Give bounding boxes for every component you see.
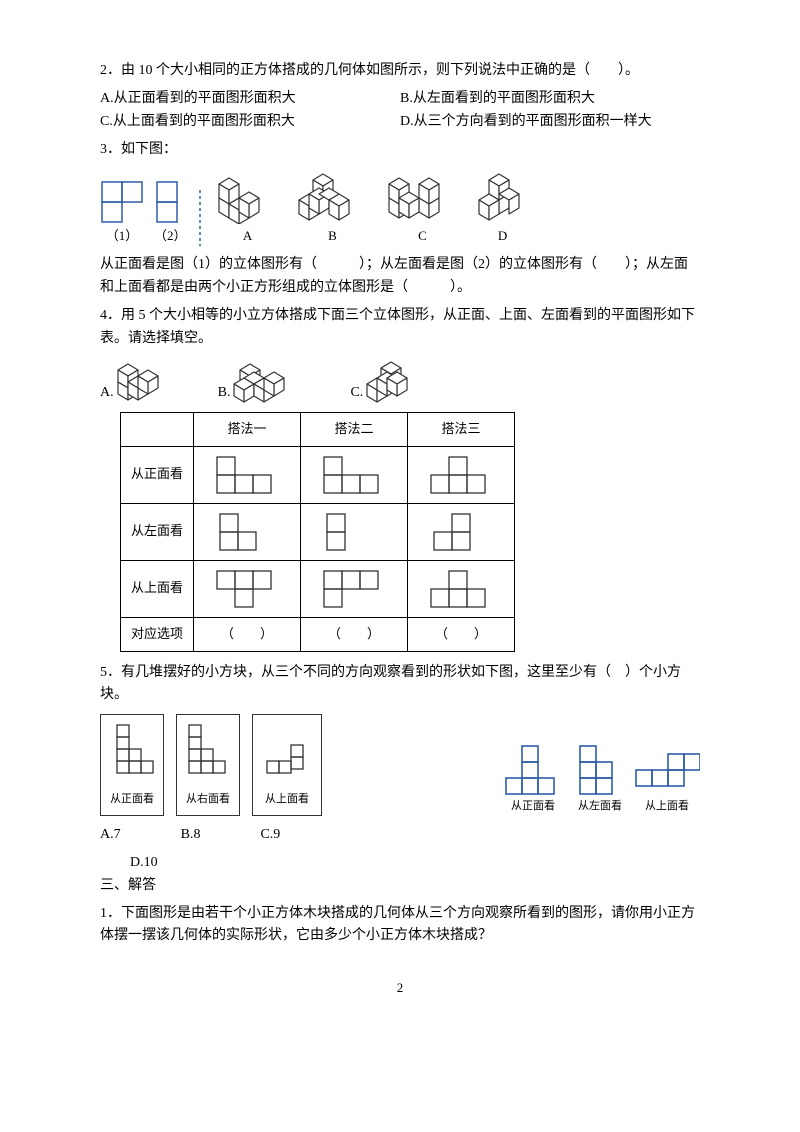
q5-v2-lbl: 从右面看: [185, 791, 231, 809]
q2-C: C.从上面看到的平面图形面积大: [100, 111, 400, 133]
q4-blank-2: （ ）: [301, 617, 408, 651]
q4-front-1: [194, 446, 301, 503]
q4-left-1: [194, 503, 301, 560]
q2-text: 2．由 10 个大小相同的正方体搭成的几何体如图所示，则下列说法中正确的是（ ）…: [100, 60, 700, 82]
q3-intro: 3．如下图：: [100, 139, 700, 161]
q4-blank-3: （ ）: [408, 617, 515, 651]
q3-separator: [197, 190, 203, 246]
q3-figA: A: [213, 170, 283, 247]
q5-rv2: 从左面看: [572, 742, 628, 816]
q3-lines: 从正面看是图（1）的立体图形有（ ）；从左面看是图（2）的立体图形有（ ）；从左…: [100, 254, 700, 299]
sec3-title: 三、解答: [100, 875, 700, 897]
q3-fig1: （1）: [100, 180, 144, 247]
q5-choices: A.7 B.8 C.9: [100, 824, 700, 846]
q4-front-3: [408, 446, 515, 503]
q5-A: A.7: [100, 824, 121, 846]
q4-table: 搭法一 搭法二 搭法三 从正面看 从左面看: [120, 412, 515, 652]
q4-h1: 搭法一: [194, 412, 301, 446]
q3-lbl2: （2）: [154, 226, 187, 247]
q3-figC: C: [383, 170, 463, 247]
q4-left-2: [301, 503, 408, 560]
q5-v1: 从正面看: [100, 714, 164, 816]
q5-rv2-lbl: 从左面看: [572, 798, 628, 816]
q3-lblC: C: [383, 226, 463, 247]
q4-r2: 从左面看: [121, 503, 194, 560]
q3-figD: D: [473, 170, 533, 247]
q3-lblB: B: [293, 226, 373, 247]
q4-top-1: [194, 560, 301, 617]
page-number: 2: [100, 978, 700, 999]
q4-figrow: A. B. C.: [100, 358, 700, 404]
q5-v1-lbl: 从正面看: [109, 791, 155, 809]
q4-C: C.: [350, 358, 433, 404]
q4-h3: 搭法三: [408, 412, 515, 446]
q5-text: 5．有几堆摆好的小方块，从三个不同的方向观察看到的形状如下图，这里至少有（ ）个…: [100, 662, 700, 707]
q4-B-label: B.: [218, 382, 231, 404]
q3-fig2: （2）: [154, 180, 187, 247]
q5-v3: 从上面看: [252, 714, 322, 816]
q4-r1: 从正面看: [121, 446, 194, 503]
q4-top-2: [301, 560, 408, 617]
q5-rv3-lbl: 从上面看: [634, 798, 700, 816]
q5-v2: 从右面看: [176, 714, 240, 816]
q2-A: A.从正面看到的平面图形面积大: [100, 88, 400, 110]
q4-h0: [121, 412, 194, 446]
q5-rv1-lbl: 从正面看: [500, 798, 566, 816]
q4-blank-1: （ ）: [194, 617, 301, 651]
q5-B: B.8: [181, 824, 201, 846]
q4-r4: 对应选项: [121, 617, 194, 651]
q4-front-2: [301, 446, 408, 503]
q5-rv3: 从上面看: [634, 742, 700, 816]
q3-figB: B: [293, 170, 373, 247]
q2-B: B.从左面看到的平面图形面积大: [400, 88, 700, 110]
q5-v3-lbl: 从上面看: [261, 791, 313, 809]
q5-rv1: 从正面看: [500, 742, 566, 816]
q4-h2: 搭法二: [301, 412, 408, 446]
sec3-q1: 1．下面图形是由若干个小正方体木块搭成的几何体从三个方向观察所看到的图形，请你用…: [100, 903, 700, 948]
q4-r3: 从上面看: [121, 560, 194, 617]
q3-figrow: （1） （2）: [100, 170, 700, 247]
q2-D: D.从三个方向看到的平面图形面积一样大: [400, 111, 700, 133]
q3-lblA: A: [213, 226, 283, 247]
q5-D: D.10: [130, 852, 700, 874]
q5-row: 从正面看 从右面看 从上面看 从正面看 从左面看: [100, 714, 700, 816]
q4-C-label: C.: [350, 382, 363, 404]
q4-B: B.: [218, 358, 311, 404]
q2-choices: A.从正面看到的平面图形面积大 B.从左面看到的平面图形面积大 C.从上面看到的…: [100, 88, 700, 133]
q4-A: A.: [100, 358, 178, 404]
q4-intro: 4．用 5 个大小相等的小立方体搭成下面三个立体图形，从正面、上面、左面看到的平…: [100, 305, 700, 350]
q4-A-label: A.: [100, 382, 114, 404]
q5-C: C.9: [260, 824, 280, 846]
q4-left-3: [408, 503, 515, 560]
q3-lblD: D: [473, 226, 533, 247]
q3-lbl1: （1）: [100, 226, 144, 247]
q4-top-3: [408, 560, 515, 617]
